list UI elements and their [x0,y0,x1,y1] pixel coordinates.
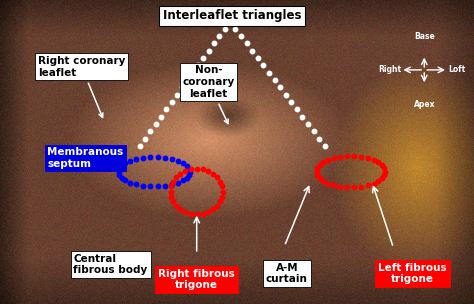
Text: Interleaflet triangles: Interleaflet triangles [163,9,301,22]
Text: Central
fibrous body: Central fibrous body [73,254,148,275]
Text: A-M
curtain: A-M curtain [266,263,308,285]
Text: Right: Right [378,65,401,74]
Text: Left fibrous
trigone: Left fibrous trigone [378,263,447,285]
Text: Non-
coronary
leaflet: Non- coronary leaflet [182,65,235,124]
Text: Membranous
septum: Membranous septum [47,147,124,169]
Text: Apex: Apex [413,100,435,109]
Text: Base: Base [414,32,435,41]
Text: Right fibrous
trigone: Right fibrous trigone [158,269,235,291]
Text: Loft: Loft [448,65,465,74]
Text: Right coronary
leaflet: Right coronary leaflet [38,56,125,117]
